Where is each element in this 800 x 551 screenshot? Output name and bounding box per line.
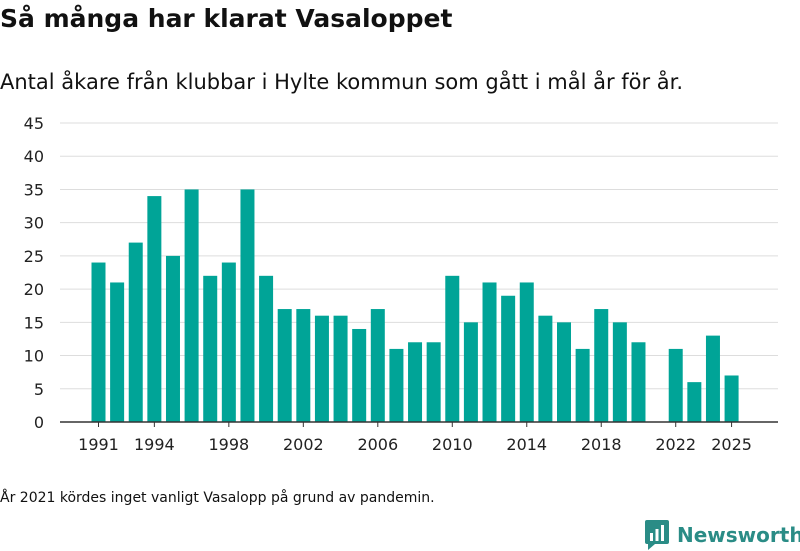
bar-1992 [110, 282, 125, 422]
bar-2004 [333, 315, 348, 422]
chart-subtitle: Antal åkare från klubbar i Hylte kommun … [0, 70, 684, 94]
bar-2005 [352, 328, 367, 422]
bar-2001 [277, 309, 292, 422]
bar-1993 [128, 242, 143, 422]
bar-2023 [687, 382, 702, 422]
newsworthy-logo-icon [645, 520, 669, 550]
bar-2018 [594, 309, 609, 422]
bar-1995 [165, 255, 180, 422]
bar-2009 [426, 342, 441, 422]
bar-2020 [631, 342, 646, 422]
bar-1999 [240, 189, 255, 422]
x-tick-label: 2018 [581, 435, 622, 454]
bar-2016 [557, 322, 571, 422]
x-tick-label: 1991 [78, 435, 119, 454]
y-tick-label: 25 [24, 247, 44, 266]
x-tick-label: 2014 [506, 435, 547, 454]
brand-name: Newsworthy [677, 523, 800, 547]
y-tick-label: 40 [24, 147, 44, 166]
x-tick-label: 1998 [208, 435, 249, 454]
bar-2003 [314, 315, 329, 422]
bar-2002 [296, 309, 311, 422]
y-tick-label: 20 [24, 280, 44, 299]
x-tick-label: 2010 [432, 435, 473, 454]
x-axis: 1991 1994 1998 2002 2006 2010 2014 2018 2022 2025 [60, 421, 778, 454]
bar-2015 [538, 315, 553, 422]
footnote: År 2021 kördes inget vanligt Vasalopp på… [0, 490, 435, 506]
x-tick-label: 1994 [134, 435, 175, 454]
y-tick-label: 45 [24, 114, 44, 133]
bar-1991 [91, 262, 106, 422]
y-tick-label: 15 [24, 313, 44, 332]
bar-2008 [408, 342, 423, 422]
bar-2013 [501, 295, 516, 422]
bar-1998 [221, 262, 236, 422]
bar-1997 [203, 275, 218, 422]
y-axis: 0 5 10 15 20 25 30 35 40 45 [24, 114, 44, 432]
bar-2022 [668, 348, 683, 422]
bar-2010 [445, 275, 460, 422]
bars [91, 189, 739, 422]
x-tick-label: 2022 [655, 435, 696, 454]
bar-2000 [259, 275, 274, 422]
bar-2012 [482, 282, 497, 422]
bar-2019 [612, 322, 627, 422]
y-tick-label: 30 [24, 214, 44, 233]
bar-2007 [389, 348, 404, 422]
y-tick-label: 5 [34, 380, 44, 399]
y-tick-label: 0 [34, 413, 44, 432]
bar-2017 [575, 348, 590, 422]
newsworthy-logo[interactable]: Newsworthy [645, 519, 800, 551]
bar-1996 [184, 189, 199, 422]
bar-2024 [705, 335, 720, 422]
bar-2025 [724, 375, 739, 422]
bar-2011 [463, 322, 478, 422]
bar-2014 [519, 282, 534, 422]
bar-1994 [147, 196, 162, 422]
bar-2006 [370, 309, 385, 422]
y-tick-label: 35 [24, 180, 44, 199]
x-tick-label: 2025 [711, 435, 752, 454]
y-tick-label: 10 [24, 347, 44, 366]
chart-title: Så många har klarat Vasaloppet [0, 4, 453, 33]
x-tick-label: 2006 [357, 435, 398, 454]
x-tick-label: 2002 [283, 435, 324, 454]
